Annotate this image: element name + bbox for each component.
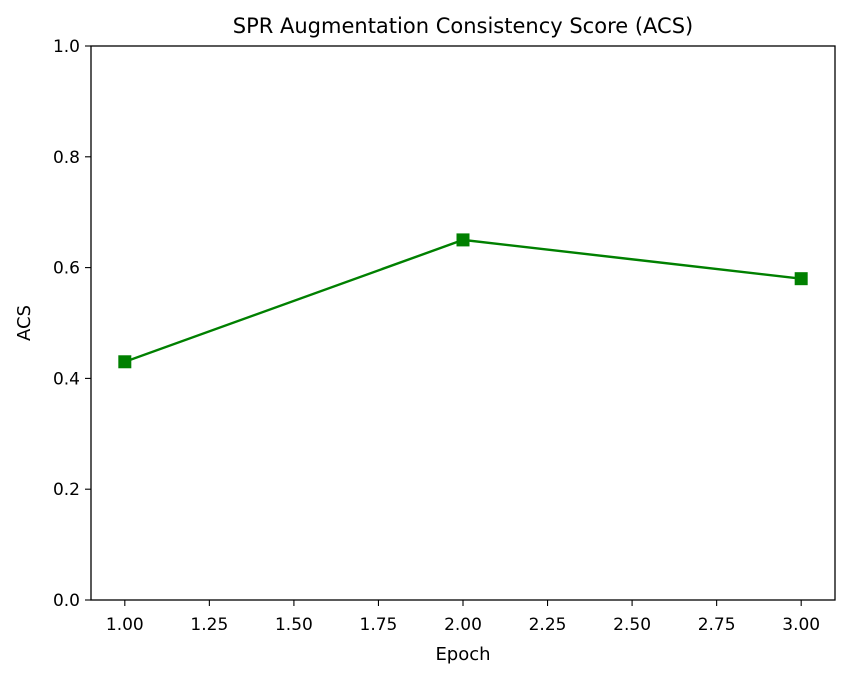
- x-tick-label: 1.75: [360, 615, 398, 635]
- y-tick-label: 1.0: [53, 37, 80, 57]
- x-tick-label: 2.50: [613, 615, 651, 635]
- y-axis-label: ACS: [14, 305, 35, 341]
- y-tick-label: 0.6: [53, 259, 80, 279]
- chart-title: SPR Augmentation Consistency Score (ACS): [233, 14, 693, 38]
- x-axis-label: Epoch: [435, 644, 490, 665]
- y-axis-ticks: 0.0 0.2 0.4 0.6 0.8 1.0: [53, 37, 91, 611]
- x-tick-label: 2.25: [529, 615, 567, 635]
- y-tick-label: 0.4: [53, 369, 80, 389]
- x-tick-label: 1.00: [106, 615, 144, 635]
- x-axis-ticks: 1.00 1.25 1.50 1.75 2.00 2.25 2.50 2.75 3.00: [106, 600, 820, 635]
- x-tick-label: 1.50: [275, 615, 313, 635]
- data-point-marker: [794, 272, 808, 286]
- x-tick-label: 3.00: [782, 615, 820, 635]
- plot-frame: [90, 45, 836, 601]
- data-point-marker: [456, 233, 470, 247]
- series-line: [124, 238, 802, 363]
- x-tick-label: 1.25: [190, 615, 228, 635]
- x-tick-label: 2.75: [698, 615, 736, 635]
- y-tick-label: 0.0: [53, 591, 80, 611]
- x-tick-label: 2.00: [444, 615, 482, 635]
- data-point-marker: [118, 355, 132, 369]
- y-tick-label: 0.2: [53, 480, 80, 500]
- series-layer: [118, 233, 808, 369]
- y-tick-label: 0.8: [53, 148, 80, 168]
